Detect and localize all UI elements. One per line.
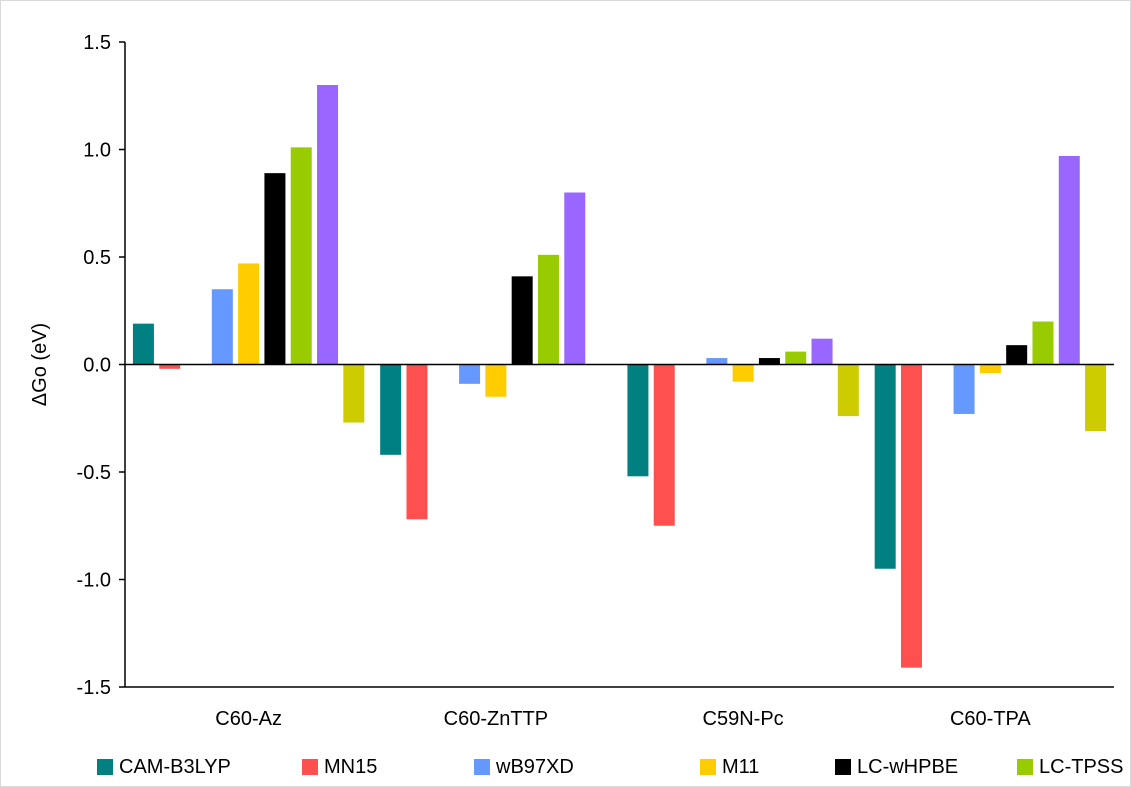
bar	[953, 364, 975, 414]
bar	[785, 351, 807, 365]
bar	[132, 323, 154, 365]
bar	[706, 358, 728, 365]
bar	[485, 364, 507, 397]
legend-item: LC-wHPBE	[835, 752, 958, 782]
bar	[1058, 155, 1080, 365]
bar	[317, 85, 339, 365]
bar	[900, 364, 922, 668]
bar	[380, 364, 402, 455]
legend-item: wB97XD	[474, 752, 574, 782]
x-tick-label: C59N-Pc	[703, 708, 784, 730]
bar	[211, 289, 233, 365]
y-tick-label: 1.0	[83, 140, 111, 162]
bar	[238, 263, 260, 365]
legend-item: M11	[700, 752, 759, 782]
bar	[627, 364, 649, 477]
x-tick-label: C60-TPA	[950, 708, 1031, 730]
legend-swatch	[1017, 759, 1033, 775]
bar	[653, 364, 675, 526]
legend-item: MN15	[302, 752, 377, 782]
legend-label: wB97XD	[496, 755, 574, 778]
x-tick-label: C60-Az	[215, 708, 282, 730]
bar	[1006, 345, 1028, 365]
bar	[758, 358, 780, 365]
legend-swatch	[474, 759, 490, 775]
legend-label: LC-wHPBE	[857, 755, 959, 778]
bar	[874, 364, 896, 569]
y-tick-label: 0.5	[83, 247, 111, 269]
legend-label: CAM-B3LYP	[119, 755, 231, 778]
bar	[343, 364, 365, 423]
legend-label: MN15	[324, 755, 378, 778]
legend-swatch	[835, 759, 851, 775]
legend-label: M11	[722, 755, 760, 778]
y-tick-label: 0.0	[83, 355, 111, 377]
bar	[1032, 321, 1054, 365]
bar	[459, 364, 481, 384]
bar	[406, 364, 428, 520]
y-tick-label: -0.5	[77, 462, 111, 484]
bar	[811, 338, 833, 365]
y-axis-title: ΔGo (eV)	[29, 323, 51, 406]
bar	[511, 276, 533, 365]
bar	[264, 173, 286, 365]
bar	[837, 364, 859, 417]
bar	[979, 364, 1001, 374]
legend-swatch	[97, 759, 113, 775]
bar	[1085, 364, 1107, 432]
legend: CAM-B3LYP MN15 wB97XD M11 LC-wHPBE LC-TPSS	[0, 752, 1131, 784]
legend-swatch	[302, 759, 318, 775]
y-tick-label: -1.5	[77, 677, 111, 699]
bar	[537, 254, 559, 365]
legend-item: LC-TPSS	[1017, 752, 1123, 782]
y-tick-label: 1.5	[83, 32, 111, 54]
y-tick-label: -1.0	[77, 570, 111, 592]
bar	[732, 364, 754, 382]
bar	[159, 364, 181, 369]
legend-label: LC-TPSS	[1039, 755, 1124, 778]
legend-item: CAM-B3LYP	[97, 752, 231, 782]
bar	[290, 147, 312, 365]
x-tick-label: C60-ZnTTP	[444, 708, 548, 730]
bar	[564, 192, 586, 365]
legend-swatch	[700, 759, 716, 775]
